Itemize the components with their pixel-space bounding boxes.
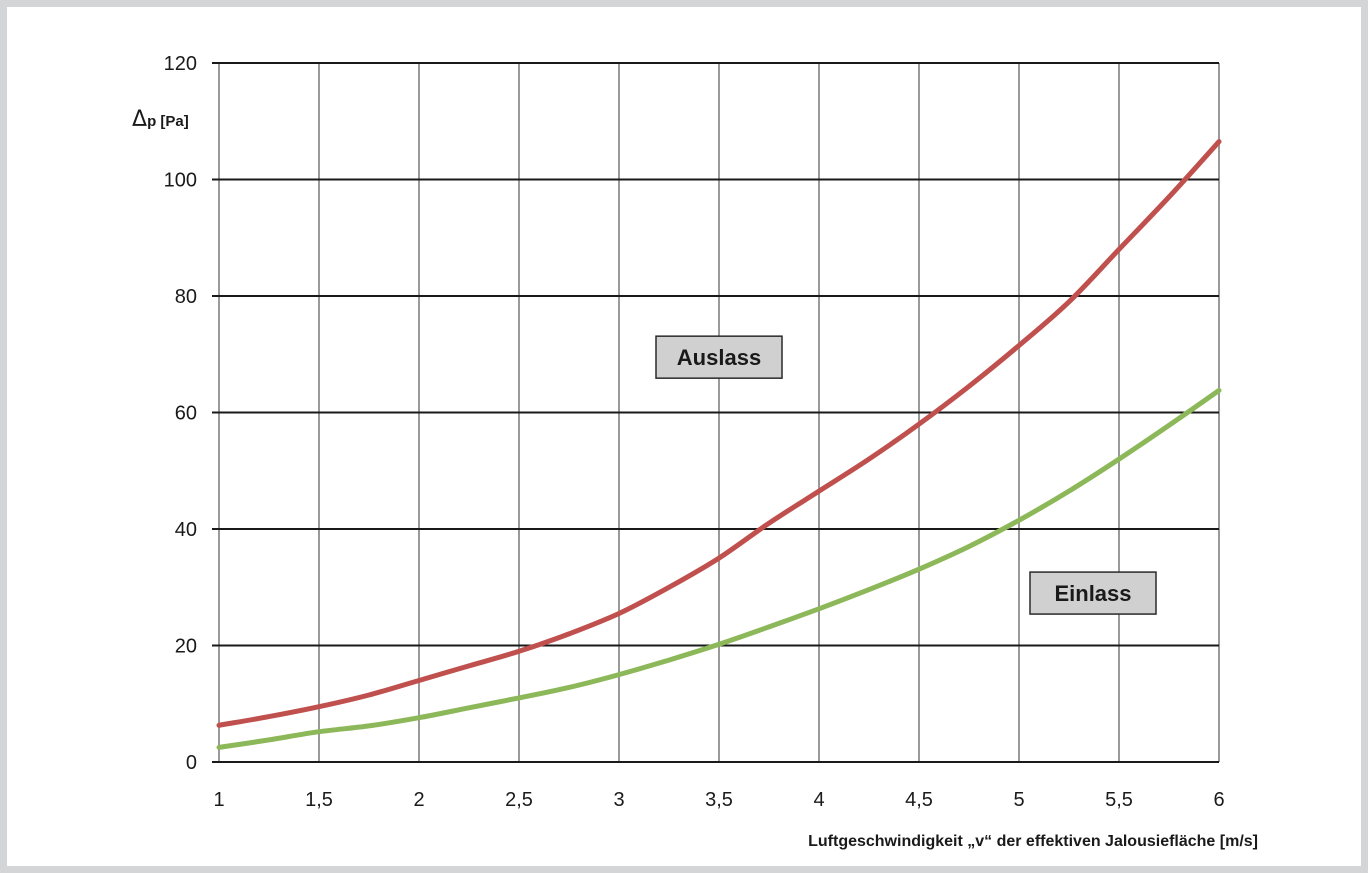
series-annotations: Auslass Einlass [655,335,1157,615]
data-point-einlass-18 [1119,459,1120,460]
annotation-box-einlass [1029,571,1157,615]
data-point-einlass-8 [619,674,620,675]
data-point-auslass-2 [319,706,320,707]
x-tick-label-0: 1 [213,789,224,811]
data-point-auslass-0 [219,725,220,726]
data-point-einlass-16 [1019,520,1020,521]
y-tick-label-4: 80 [175,286,197,308]
y-tick-label-1: 20 [175,636,197,658]
data-point-einlass-10 [719,644,720,645]
x-tick-label-1: 1,5 [305,789,333,811]
series-lines [216,139,1222,750]
x-tick-label-8: 5 [1013,789,1024,811]
x-tick-label-4: 3 [613,789,624,811]
y-tick-label-5: 100 [164,170,197,192]
x-tick-labels: 1 1,5 2 2,5 3 3,5 4 4,5 5 5,5 6 [213,789,1224,811]
data-point-einlass-4 [419,717,420,718]
data-point-auslass-17 [1069,301,1070,302]
x-tick-label-6: 4 [813,789,824,811]
data-point-auslass-10 [719,558,720,559]
data-point-auslass-12 [819,491,820,492]
y-tick-label-3: 60 [175,403,197,425]
y-axis-label-text: p [Pa] [147,113,189,130]
annotation-label-einlass: Einlass [1054,581,1131,606]
data-point-auslass-16 [1019,345,1020,346]
data-point-auslass-6 [519,651,520,652]
data-point-auslass-15 [969,386,970,387]
data-point-auslass-8 [619,613,620,614]
data-point-auslass-11 [769,523,770,524]
data-point-auslass-14 [919,424,920,425]
data-point-einlass-6 [519,697,520,698]
data-point-auslass-9 [669,587,670,588]
y-tick-label-6: 120 [164,53,197,75]
data-point-einlass-17 [1069,491,1070,492]
annotation-label-auslass: Auslass [677,345,761,370]
data-point-einlass-3 [369,725,370,726]
data-point-einlass-9 [669,660,670,661]
x-tick-label-7: 4,5 [905,789,933,811]
y-axis-label: Δp [Pa] [132,107,189,132]
data-point-auslass-5 [469,665,470,666]
data-point-einlass-19 [1169,425,1170,426]
data-point-einlass-12 [819,608,820,609]
x-tick-label-5: 3,5 [705,789,733,811]
x-tick-label-3: 2,5 [505,789,533,811]
data-point-einlass-5 [469,707,470,708]
data-point-einlass-11 [769,626,770,627]
y-tick-label-2: 40 [175,519,197,541]
y-tick-labels: 0 20 40 60 80 100 120 [164,53,197,774]
x-axis-label: Luftgeschwindigkeit „v“ der effektiven J… [808,833,1258,850]
data-point-auslass-20 [1219,141,1220,142]
data-point-auslass-3 [369,695,370,696]
data-point-einlass-1 [269,739,270,740]
data-point-einlass-7 [569,687,570,688]
annotation-einlass: Einlass [1029,571,1157,615]
series-line-einlass [216,387,1222,750]
annotation-box-auslass [655,335,783,379]
data-point-auslass-18 [1119,249,1120,250]
data-point-einlass-0 [219,747,220,748]
data-point-einlass-2 [319,731,320,732]
x-tick-label-9: 5,5 [1105,789,1133,811]
x-tick-label-2: 2 [413,789,424,811]
data-point-einlass-20 [1219,390,1220,391]
x-tick-label-10: 6 [1213,789,1224,811]
series-line-auslass [216,139,1222,728]
data-point-auslass-1 [269,716,270,717]
data-point-auslass-13 [869,459,870,460]
data-point-auslass-19 [1169,197,1170,198]
y-tick-label-0: 0 [186,752,197,774]
horizontal-gridlines [212,62,1219,763]
data-point-einlass-14 [919,569,920,570]
data-point-auslass-7 [569,633,570,634]
data-point-auslass-4 [419,680,420,681]
data-point-einlass-15 [969,546,970,547]
y-axis-label-symbol: Δ [132,107,147,132]
data-point-einlass-13 [869,589,870,590]
annotation-auslass: Auslass [655,335,783,379]
